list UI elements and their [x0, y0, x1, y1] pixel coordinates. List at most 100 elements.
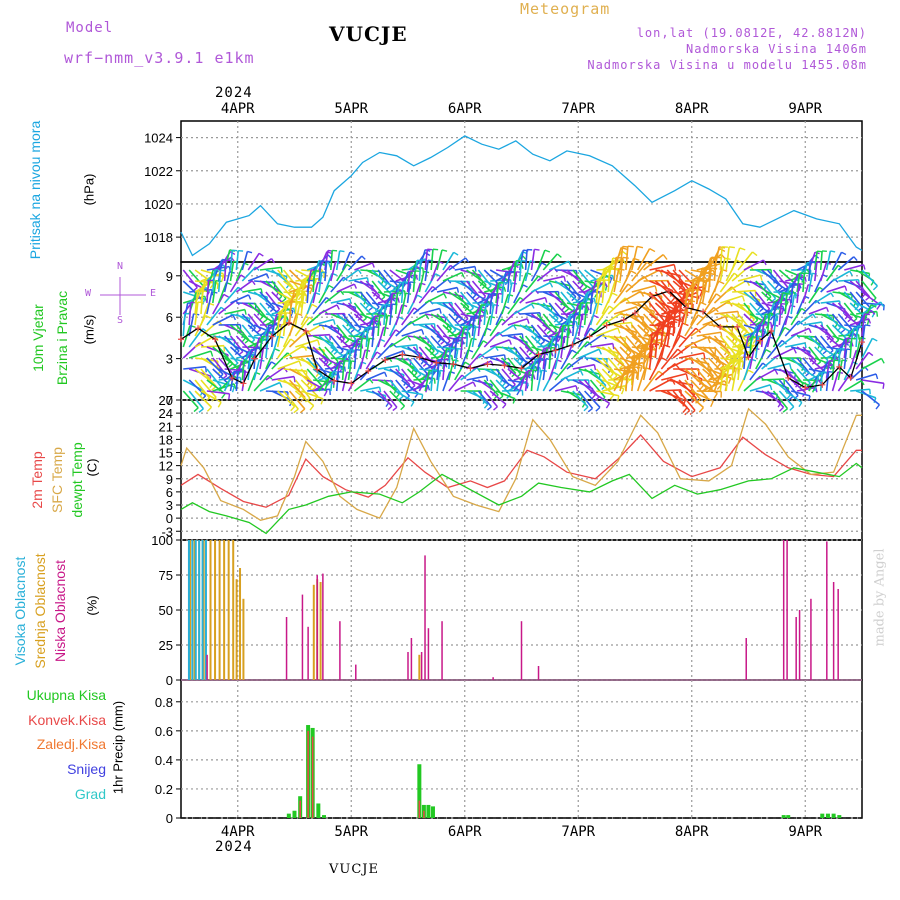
wind-barb-flag	[563, 324, 569, 327]
wind-barb	[430, 261, 440, 282]
wind-barb	[837, 348, 841, 370]
wind-barb-flag	[397, 297, 400, 303]
wind-barb	[625, 335, 643, 355]
wind-barb	[200, 290, 204, 315]
wind-barb	[678, 311, 687, 337]
wind-gust-marker	[819, 381, 826, 388]
wind-barb	[678, 379, 697, 399]
wind-barb	[767, 362, 790, 370]
wind-barb	[778, 269, 797, 285]
wind-barb-flag	[349, 298, 352, 304]
y-tick-label: 0.4	[155, 753, 173, 768]
wind-barb	[300, 379, 319, 397]
wind-barb-flag	[521, 333, 524, 340]
wind-unit: (m/s)	[81, 314, 97, 345]
precip-total-bar	[322, 815, 327, 818]
wind-barb	[766, 313, 770, 337]
wind-barb	[418, 335, 435, 352]
wind-barb	[613, 257, 617, 282]
wind-barb	[347, 360, 353, 381]
wind-barb	[400, 292, 407, 315]
wind-barb	[406, 270, 411, 293]
wind-barb-flag	[451, 355, 454, 361]
wind-barb-flag	[409, 270, 416, 273]
wind-barb	[495, 324, 514, 337]
wind-barb	[512, 260, 517, 282]
wind-barb	[825, 371, 830, 392]
wind-barb-flag	[699, 290, 703, 297]
wind-barb-flag	[503, 354, 507, 361]
wind-barb	[242, 287, 262, 293]
precip-legend-freezing: Zaledj.Kisa	[36, 736, 106, 752]
wind-barb	[371, 326, 375, 348]
wind-barb	[436, 313, 452, 330]
wind-barb	[637, 313, 654, 334]
wind-barb	[837, 313, 853, 330]
wind-barb-flag	[673, 326, 676, 334]
wind-barb	[560, 369, 581, 381]
wind-barb	[200, 344, 225, 348]
wind-barb	[808, 286, 821, 304]
cloud-mid-bar	[202, 540, 205, 680]
wind-barb	[484, 354, 505, 359]
wind-barb-flag	[571, 349, 577, 354]
wind-barb	[342, 313, 356, 330]
wind-barb	[749, 384, 771, 392]
wind-barb	[241, 313, 256, 329]
cloud-mid-bar	[418, 654, 421, 680]
wind-barb-flag	[731, 286, 737, 292]
wind-barb-flag	[493, 406, 498, 411]
cloud-low-bar	[441, 621, 443, 680]
wind-barb-flag	[346, 263, 352, 268]
wind-barb	[820, 324, 834, 340]
wind-barb	[489, 293, 493, 315]
wind-barb-flag	[309, 288, 313, 295]
wind-barb	[212, 314, 234, 326]
wind-barb	[802, 321, 822, 326]
x-tick-label-top: 6APR	[448, 101, 482, 117]
wind-barb-flag	[293, 408, 299, 414]
wind-barb	[760, 336, 770, 359]
wind-barb-flag	[247, 294, 252, 300]
wind-barb-flag	[691, 397, 697, 404]
wind-barb-flag	[425, 386, 429, 393]
wind-label-2: Brzina i Pravac	[54, 290, 70, 386]
wind-barb	[318, 304, 338, 315]
wind-barb	[247, 252, 260, 271]
wind-barb	[365, 327, 369, 348]
wind-barb-flag	[465, 257, 470, 263]
wind-barb	[731, 302, 753, 316]
wind-barb	[530, 370, 534, 392]
wind-barb	[477, 345, 496, 359]
wind-barb-flag	[811, 387, 816, 393]
wind-barb-flag	[280, 267, 283, 273]
wind-barb-flag	[822, 350, 828, 355]
wind-barb-flag	[864, 324, 871, 327]
wind-barb	[235, 250, 240, 271]
wind-barb-flag	[593, 298, 597, 304]
wind-barb	[347, 302, 363, 318]
wind-barb-flag	[700, 301, 707, 306]
wind-barb-flag	[673, 264, 677, 271]
wind-barb-flag	[598, 349, 602, 355]
product-title: Meteogram	[520, 0, 611, 18]
wind-barb	[584, 390, 601, 408]
wind-barb	[424, 292, 445, 304]
wind-barb	[784, 368, 800, 385]
wind-barb-flag	[550, 351, 554, 357]
wind-barb-flag	[740, 357, 745, 364]
wind-barb-flag	[685, 373, 689, 381]
wind-barb	[642, 355, 650, 381]
wind-barb	[489, 339, 510, 348]
wind-barb	[483, 331, 500, 348]
wind-barb-flag	[376, 351, 382, 356]
wind-barb-flag	[485, 375, 489, 382]
wind-barb	[790, 308, 803, 326]
wind-barb	[377, 379, 397, 390]
wind-barb	[831, 371, 839, 392]
wind-barb	[519, 346, 534, 363]
wind-barb-flag	[260, 288, 263, 294]
wind-barb	[454, 302, 469, 320]
wind-barb	[200, 357, 222, 371]
y-tick-label: -3	[161, 524, 173, 539]
